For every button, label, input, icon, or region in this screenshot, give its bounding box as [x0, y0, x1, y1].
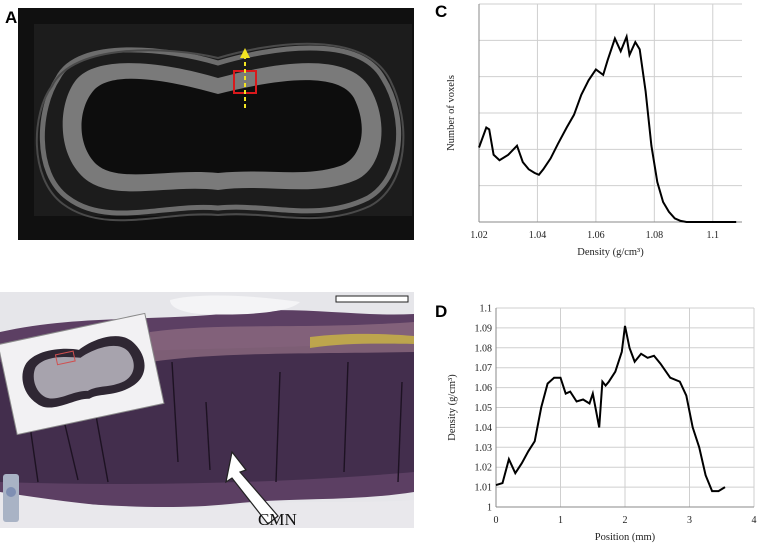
- grid: [495, 307, 755, 508]
- x-tick-labels: 1.02 1.04 1.06 1.08 1.1: [470, 230, 719, 241]
- y-tick-label: 1.08: [475, 343, 493, 354]
- scale-bar: [335, 295, 409, 303]
- ct-cross-section-image: [18, 8, 414, 240]
- y-tick-label: 1.05: [475, 403, 493, 414]
- panel-label-d: D: [435, 302, 448, 321]
- y-tick-label: 1.02: [475, 463, 493, 474]
- tick-labels: 0 1 2 3 411.011.021.031.041.051.061.071.081.…: [475, 304, 757, 527]
- ct-cross-section-drawing: [18, 8, 414, 240]
- density-profile-chart: 0 1 2 3 411.011.021.031.041.051.061.071.081.…: [447, 304, 757, 544]
- x-tick-label: 1.1: [707, 230, 720, 241]
- y-tick-label: 1.04: [475, 423, 493, 434]
- viewer-controls: [3, 474, 19, 522]
- profile-arrow-head: [240, 48, 250, 58]
- x-tick-label: 4: [752, 515, 757, 526]
- x-tick-label: 0: [494, 515, 499, 526]
- y-tick-label: 1.07: [475, 363, 493, 374]
- x-tick-label: 3: [687, 515, 692, 526]
- y-axis-label: Density (g/cm³): [447, 374, 458, 441]
- density-histogram-chart: 1.02 1.04 1.06 1.08 1.1 Number of voxels Den…: [446, 3, 742, 258]
- zoom-icon: [6, 487, 16, 497]
- histology-image: [0, 292, 414, 528]
- cmn-arrow: [225, 450, 279, 525]
- series-line: [495, 325, 726, 493]
- cmn-label: CMN: [258, 510, 297, 529]
- panel-label-c: C: [435, 2, 448, 21]
- histology-drawing: [0, 292, 414, 528]
- y-tick-label: 1.1: [480, 304, 493, 315]
- panel-label-a: A: [5, 8, 18, 27]
- x-tick-label: 1.06: [587, 230, 605, 241]
- y-tick-label: 1.09: [475, 323, 493, 334]
- y-axis-label: Number of voxels: [446, 75, 457, 151]
- y-tick-label: 1.01: [475, 483, 493, 494]
- y-tick-label: 1.03: [475, 443, 493, 454]
- x-tick-label: 1.04: [529, 230, 547, 241]
- x-axis-label: Position (mm): [595, 532, 656, 543]
- y-tick-label: 1.06: [475, 383, 493, 394]
- y-tick-label: 1: [487, 503, 492, 514]
- x-tick-label: 1.02: [470, 230, 488, 241]
- x-axis-label: Density (g/cm³): [577, 247, 644, 258]
- series-line: [478, 33, 737, 223]
- grid: [478, 3, 742, 223]
- x-tick-label: 2: [623, 515, 628, 526]
- x-tick-label: 1: [558, 515, 563, 526]
- x-tick-label: 1.08: [646, 230, 664, 241]
